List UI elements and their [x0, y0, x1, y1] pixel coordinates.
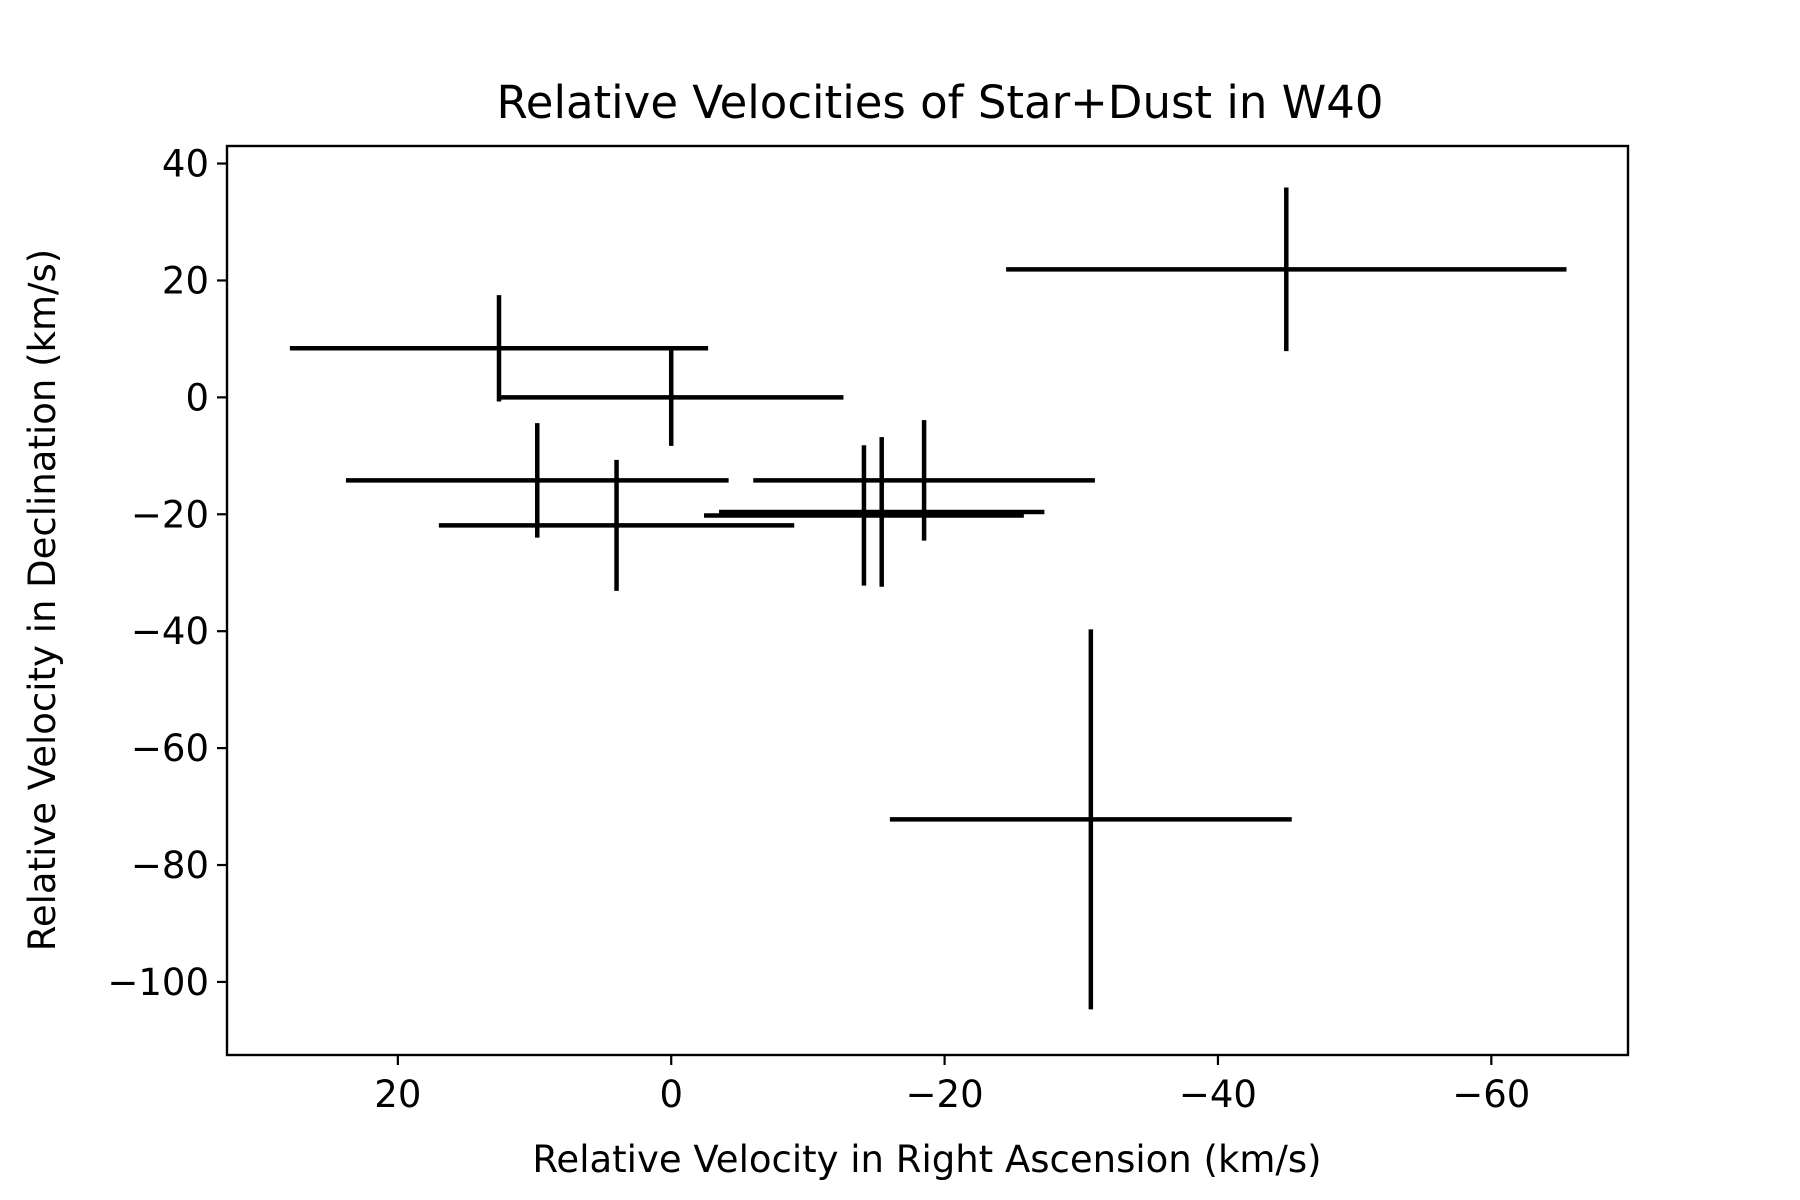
x-tick-label: 0 — [659, 1073, 683, 1116]
error-bar-series — [289, 187, 1567, 1010]
x-tick-label: −40 — [1179, 1073, 1257, 1116]
data-point — [498, 348, 844, 446]
data-point — [345, 423, 729, 538]
data-point — [753, 420, 1095, 541]
data-point — [704, 445, 1024, 586]
y-tick-label: 20 — [162, 259, 209, 302]
y-tick-label: −60 — [131, 727, 209, 770]
data-point — [289, 295, 709, 402]
data-point — [1006, 187, 1567, 352]
x-axis-ticks: 20 0 −20 −40 −60 — [374, 1055, 1530, 1116]
x-tick-label: 20 — [374, 1073, 421, 1116]
y-tick-label: 40 — [162, 143, 209, 186]
y-tick-label: −20 — [131, 493, 209, 536]
plot-area — [225, 144, 1630, 1057]
y-tick-label: −80 — [131, 844, 209, 887]
x-axis-label: Relative Velocity in Right Ascension (km… — [532, 1138, 1321, 1181]
x-tick-label: −20 — [906, 1073, 984, 1116]
y-axis-ticks: 40 20 0 −20 −40 −60 −80 −100 — [107, 143, 227, 1004]
y-axis-label: Relative Velocity in Declination (km/s) — [21, 249, 64, 951]
data-point — [889, 629, 1292, 1010]
data-point — [438, 459, 795, 591]
data-point — [719, 437, 1045, 587]
x-tick-label: −60 — [1452, 1073, 1530, 1116]
chart-title: Relative Velocities of Star+Dust in W40 — [497, 76, 1384, 129]
y-tick-label: −40 — [131, 610, 209, 653]
y-tick-label: 0 — [185, 376, 209, 419]
y-tick-label: −100 — [107, 961, 209, 1004]
